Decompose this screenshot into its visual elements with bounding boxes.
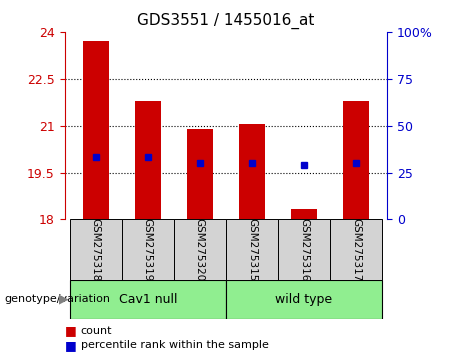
Text: ■: ■ [65, 325, 76, 337]
Text: GSM275317: GSM275317 [351, 218, 361, 281]
Text: ▶: ▶ [59, 293, 69, 306]
Text: genotype/variation: genotype/variation [5, 294, 111, 304]
Text: ■: ■ [65, 339, 76, 352]
Text: GSM275316: GSM275316 [299, 218, 309, 281]
Text: GSM275315: GSM275315 [247, 218, 257, 281]
Bar [343, 101, 369, 219]
Bar [187, 129, 213, 219]
Bar [239, 124, 265, 219]
FancyBboxPatch shape [70, 219, 122, 280]
Bar [83, 41, 109, 219]
FancyBboxPatch shape [174, 219, 226, 280]
FancyBboxPatch shape [226, 219, 278, 280]
FancyBboxPatch shape [122, 219, 174, 280]
FancyBboxPatch shape [278, 219, 330, 280]
Title: GDS3551 / 1455016_at: GDS3551 / 1455016_at [137, 13, 314, 29]
FancyBboxPatch shape [70, 280, 226, 319]
Text: Cav1 null: Cav1 null [118, 293, 177, 306]
FancyBboxPatch shape [226, 280, 382, 319]
FancyBboxPatch shape [330, 219, 382, 280]
Bar [291, 210, 317, 219]
Text: count: count [81, 326, 112, 336]
Bar [135, 101, 161, 219]
Text: GSM275319: GSM275319 [143, 218, 153, 281]
Text: GSM275318: GSM275318 [91, 218, 101, 281]
Text: percentile rank within the sample: percentile rank within the sample [81, 340, 269, 350]
Text: GSM275320: GSM275320 [195, 218, 205, 281]
Text: wild type: wild type [275, 293, 332, 306]
